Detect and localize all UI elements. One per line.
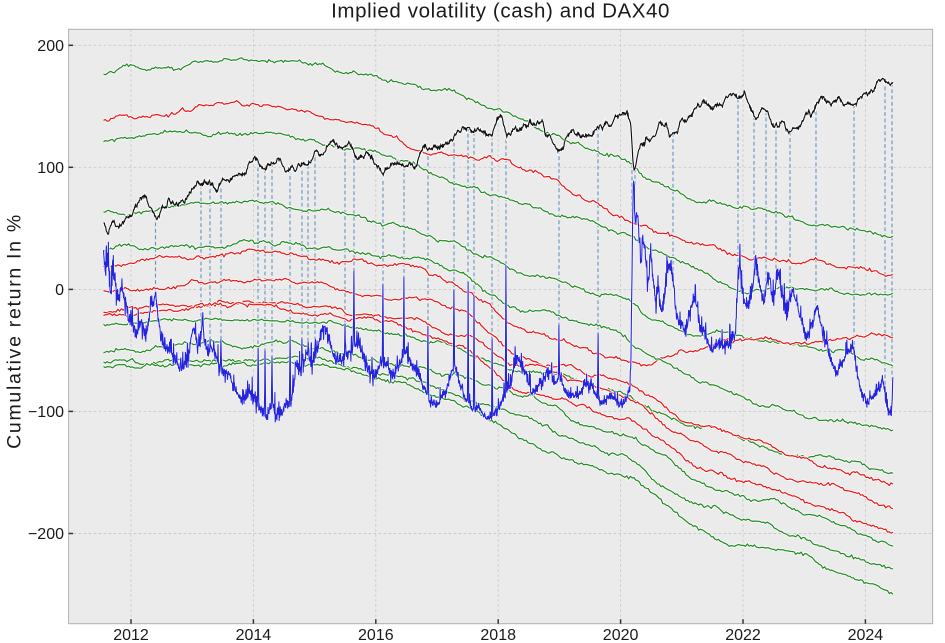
svg-text:2014: 2014: [236, 627, 272, 643]
svg-text:2024: 2024: [848, 627, 884, 643]
svg-text:0: 0: [55, 282, 64, 299]
svg-text:2022: 2022: [725, 627, 761, 643]
svg-text:2016: 2016: [358, 627, 394, 643]
svg-text:Implied volatility (cash) and: Implied volatility (cash) and DAX40: [331, 0, 670, 23]
svg-text:200: 200: [37, 38, 64, 55]
svg-text:2020: 2020: [603, 627, 639, 643]
svg-text:100: 100: [37, 160, 64, 177]
svg-text:−100: −100: [28, 404, 64, 421]
svg-text:Cumulative return In %: Cumulative return In %: [4, 213, 26, 449]
svg-text:−200: −200: [28, 526, 64, 543]
svg-text:2012: 2012: [113, 627, 149, 643]
svg-text:2018: 2018: [480, 627, 516, 643]
